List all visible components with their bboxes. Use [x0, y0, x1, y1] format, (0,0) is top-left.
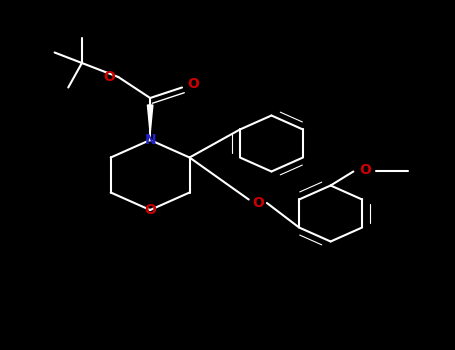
Text: O: O	[187, 77, 199, 91]
Text: O: O	[103, 70, 115, 84]
Text: N: N	[144, 133, 156, 147]
Text: O: O	[144, 203, 156, 217]
Text: O: O	[252, 196, 264, 210]
Polygon shape	[147, 105, 153, 133]
Text: O: O	[359, 163, 371, 177]
